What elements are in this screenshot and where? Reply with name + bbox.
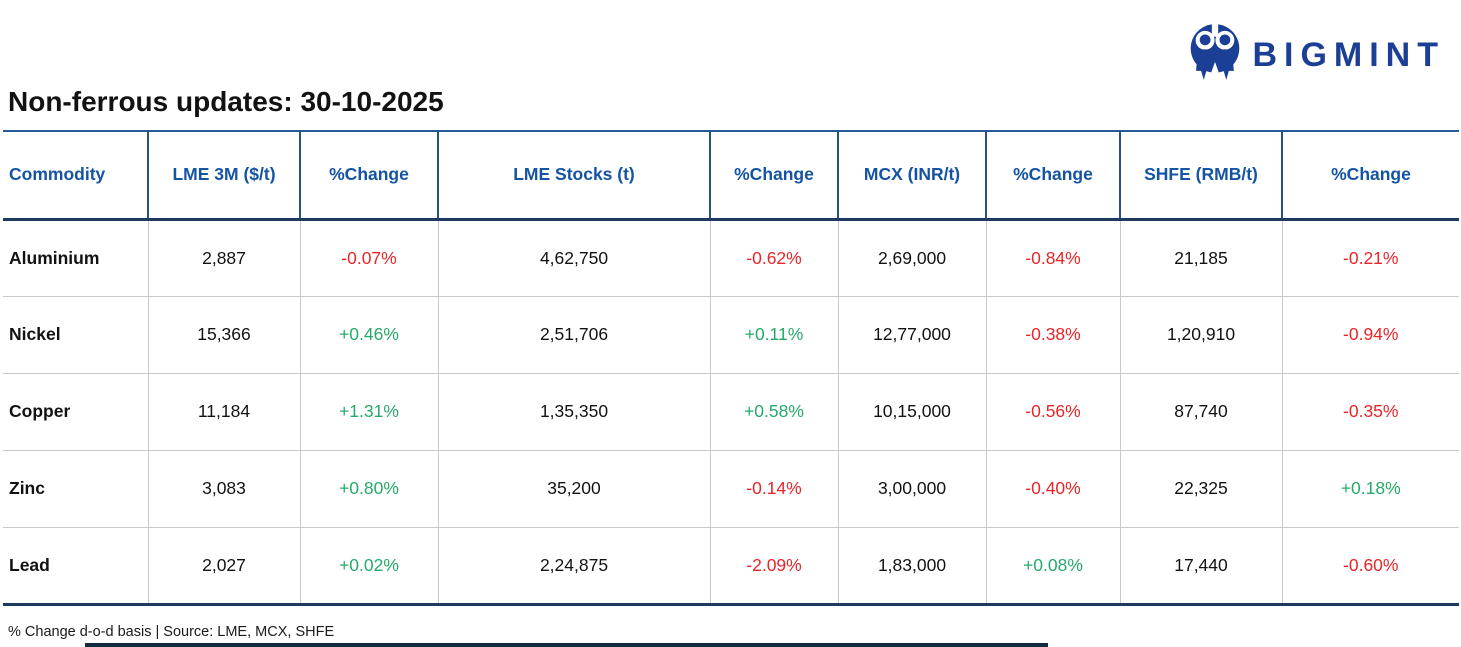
cell-shfe: 21,185 xyxy=(1119,219,1282,296)
cell-lme-stocks-change: -0.62% xyxy=(709,219,838,296)
cell-commodity: Lead xyxy=(3,526,148,604)
col-header-lme-stocks-change: %Change xyxy=(709,131,838,221)
cell-commodity: Nickel xyxy=(3,295,148,373)
cell-lme-3m: 3,083 xyxy=(147,449,300,527)
col-header-mcx: MCX (INR/t) xyxy=(837,131,986,221)
col-header-lme-stocks: LME Stocks (t) xyxy=(437,131,710,221)
col-header-commodity: Commodity xyxy=(3,131,148,221)
table-row: Zinc 3,083 +0.80% 35,200 -0.14% 3,00,000… xyxy=(3,449,1459,527)
cell-shfe-change: -0.21% xyxy=(1281,219,1459,296)
table-row: Nickel 15,366 +0.46% 2,51,706 +0.11% 12,… xyxy=(3,295,1459,373)
cell-lme-3m: 2,027 xyxy=(147,526,300,604)
cell-lme-3m: 11,184 xyxy=(147,372,300,450)
cell-shfe-change: -0.35% xyxy=(1281,372,1459,450)
cell-mcx-change: -0.84% xyxy=(985,219,1120,296)
cell-lme-stocks-change: -2.09% xyxy=(709,526,838,604)
header-row: Commodity LME 3M ($/t) %Change LME Stock… xyxy=(3,131,1459,221)
cell-mcx: 10,15,000 xyxy=(837,372,986,450)
footnote: % Change d-o-d basis | Source: LME, MCX,… xyxy=(8,624,335,640)
col-header-shfe: SHFE (RMB/t) xyxy=(1119,131,1282,221)
cell-mcx: 1,83,000 xyxy=(837,526,986,604)
cell-shfe-change: -0.94% xyxy=(1281,295,1459,373)
cell-lme-stocks-change: +0.11% xyxy=(709,295,838,373)
cell-commodity: Aluminium xyxy=(3,219,148,296)
cell-commodity: Copper xyxy=(3,372,148,450)
table-row: Lead 2,027 +0.02% 2,24,875 -2.09% 1,83,0… xyxy=(3,526,1459,604)
brand-wordmark: BIGMINT xyxy=(1252,35,1445,74)
cell-mcx: 12,77,000 xyxy=(837,295,986,373)
bottom-accent-bar xyxy=(85,643,1048,647)
cell-lme-3m-change: -0.07% xyxy=(299,219,438,296)
cell-lme-3m-change: +0.02% xyxy=(299,526,438,604)
cell-shfe-change: -0.60% xyxy=(1281,526,1459,604)
commodities-table: Commodity LME 3M ($/t) %Change LME Stock… xyxy=(3,130,1459,606)
cell-shfe: 1,20,910 xyxy=(1119,295,1282,373)
cell-shfe-change: +0.18% xyxy=(1281,449,1459,527)
cell-mcx-change: -0.56% xyxy=(985,372,1120,450)
col-header-lme-3m: LME 3M ($/t) xyxy=(147,131,300,221)
bigmint-logo: BIGMINT xyxy=(1188,22,1445,87)
cell-mcx: 2,69,000 xyxy=(837,219,986,296)
cell-mcx-change: +0.08% xyxy=(985,526,1120,604)
cell-mcx-change: -0.38% xyxy=(985,295,1120,373)
cell-lme-3m-change: +0.46% xyxy=(299,295,438,373)
cell-mcx: 3,00,000 xyxy=(837,449,986,527)
cell-lme-stocks: 1,35,350 xyxy=(437,372,710,450)
cell-lme-3m-change: +1.31% xyxy=(299,372,438,450)
cell-shfe: 87,740 xyxy=(1119,372,1282,450)
cell-lme-stocks: 2,24,875 xyxy=(437,526,710,604)
cell-shfe: 22,325 xyxy=(1119,449,1282,527)
page-title: Non-ferrous updates: 30-10-2025 xyxy=(8,86,444,117)
bigmint-people-icon xyxy=(1188,22,1242,87)
col-header-lme-3m-change: %Change xyxy=(299,131,438,221)
cell-lme-stocks-change: -0.14% xyxy=(709,449,838,527)
cell-lme-stocks: 35,200 xyxy=(437,449,710,527)
cell-lme-3m: 2,887 xyxy=(147,219,300,296)
cell-lme-3m: 15,366 xyxy=(147,295,300,373)
cell-lme-stocks: 4,62,750 xyxy=(437,219,710,296)
table-row: Copper 11,184 +1.31% 1,35,350 +0.58% 10,… xyxy=(3,372,1459,450)
cell-commodity: Zinc xyxy=(3,449,148,527)
col-header-mcx-change: %Change xyxy=(985,131,1120,221)
cell-lme-3m-change: +0.80% xyxy=(299,449,438,527)
cell-lme-stocks-change: +0.58% xyxy=(709,372,838,450)
col-header-shfe-change: %Change xyxy=(1281,131,1459,221)
cell-mcx-change: -0.40% xyxy=(985,449,1120,527)
cell-shfe: 17,440 xyxy=(1119,526,1282,604)
table-row: Aluminium 2,887 -0.07% 4,62,750 -0.62% 2… xyxy=(3,219,1459,296)
cell-lme-stocks: 2,51,706 xyxy=(437,295,710,373)
